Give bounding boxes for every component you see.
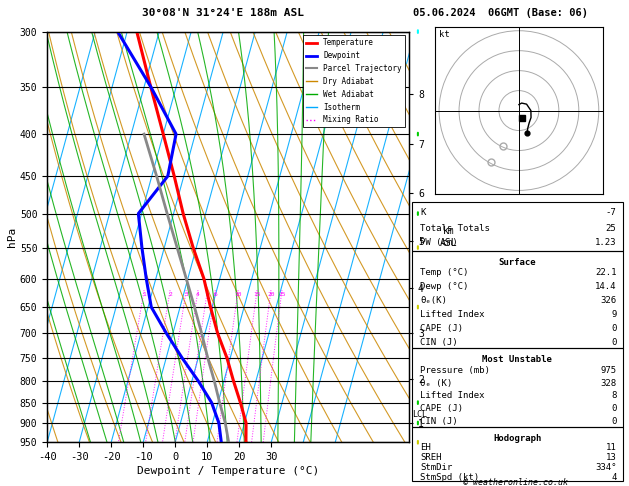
Text: 20: 20 xyxy=(267,292,275,297)
Text: CAPE (J): CAPE (J) xyxy=(420,404,464,413)
Bar xyxy=(412,427,623,481)
Text: 334°: 334° xyxy=(595,463,616,472)
Text: 05.06.2024  06GMT (Base: 06): 05.06.2024 06GMT (Base: 06) xyxy=(413,8,587,18)
Legend: Temperature, Dewpoint, Parcel Trajectory, Dry Adiabat, Wet Adiabat, Isotherm, Mi: Temperature, Dewpoint, Parcel Trajectory… xyxy=(303,35,405,127)
Text: 4: 4 xyxy=(196,292,200,297)
Text: 1: 1 xyxy=(142,292,146,297)
Text: 326: 326 xyxy=(600,296,616,305)
Text: 8: 8 xyxy=(611,391,616,400)
Y-axis label: km
ASL: km ASL xyxy=(440,226,457,248)
Text: 0: 0 xyxy=(611,404,616,413)
Text: CIN (J): CIN (J) xyxy=(420,338,458,347)
Text: 9: 9 xyxy=(611,311,616,319)
Text: 5: 5 xyxy=(206,292,209,297)
Text: CAPE (J): CAPE (J) xyxy=(420,324,464,333)
Text: 1.23: 1.23 xyxy=(595,238,616,247)
Text: © weatheronline.co.uk: © weatheronline.co.uk xyxy=(464,478,568,486)
Text: 11: 11 xyxy=(606,443,616,451)
Text: SREH: SREH xyxy=(420,453,442,462)
Text: Lifted Index: Lifted Index xyxy=(420,391,485,400)
Text: 0: 0 xyxy=(611,338,616,347)
Text: Most Unstable: Most Unstable xyxy=(482,355,552,364)
Text: 14.4: 14.4 xyxy=(595,282,616,292)
Text: 2: 2 xyxy=(168,292,172,297)
Text: PW (cm): PW (cm) xyxy=(420,238,458,247)
Text: 328: 328 xyxy=(600,379,616,387)
Text: K: K xyxy=(420,208,426,217)
Text: kt: kt xyxy=(439,30,450,39)
Text: 15: 15 xyxy=(253,292,261,297)
Text: Pressure (mb): Pressure (mb) xyxy=(420,365,490,375)
Text: CIN (J): CIN (J) xyxy=(420,417,458,426)
Text: -7: -7 xyxy=(606,208,616,217)
Text: StmSpd (kt): StmSpd (kt) xyxy=(420,473,479,482)
Text: Lifted Index: Lifted Index xyxy=(420,311,485,319)
Bar xyxy=(412,251,623,348)
Text: LCL: LCL xyxy=(413,411,428,419)
Text: EH: EH xyxy=(420,443,431,451)
Text: θₑ(K): θₑ(K) xyxy=(420,296,447,305)
Text: 10: 10 xyxy=(235,292,242,297)
Text: θₑ (K): θₑ (K) xyxy=(420,379,453,387)
Text: Totals Totals: Totals Totals xyxy=(420,224,490,233)
Text: 22.1: 22.1 xyxy=(595,268,616,278)
Text: 25: 25 xyxy=(606,224,616,233)
Text: StmDir: StmDir xyxy=(420,463,453,472)
Text: Surface: Surface xyxy=(499,258,536,267)
Text: Dewp (°C): Dewp (°C) xyxy=(420,282,469,292)
Text: 6: 6 xyxy=(213,292,217,297)
Point xyxy=(522,129,532,137)
Text: 30°08'N 31°24'E 188m ASL: 30°08'N 31°24'E 188m ASL xyxy=(142,8,304,18)
Text: Temp (°C): Temp (°C) xyxy=(420,268,469,278)
Text: 13: 13 xyxy=(606,453,616,462)
Text: 4: 4 xyxy=(611,473,616,482)
Y-axis label: hPa: hPa xyxy=(7,227,17,247)
Text: Hodograph: Hodograph xyxy=(493,434,542,443)
Text: 0: 0 xyxy=(611,324,616,333)
Text: 25: 25 xyxy=(278,292,286,297)
X-axis label: Dewpoint / Temperature (°C): Dewpoint / Temperature (°C) xyxy=(137,466,319,476)
Text: 0: 0 xyxy=(611,417,616,426)
Bar xyxy=(412,348,623,427)
Text: 3: 3 xyxy=(184,292,188,297)
Text: 975: 975 xyxy=(600,365,616,375)
Bar xyxy=(412,202,623,251)
